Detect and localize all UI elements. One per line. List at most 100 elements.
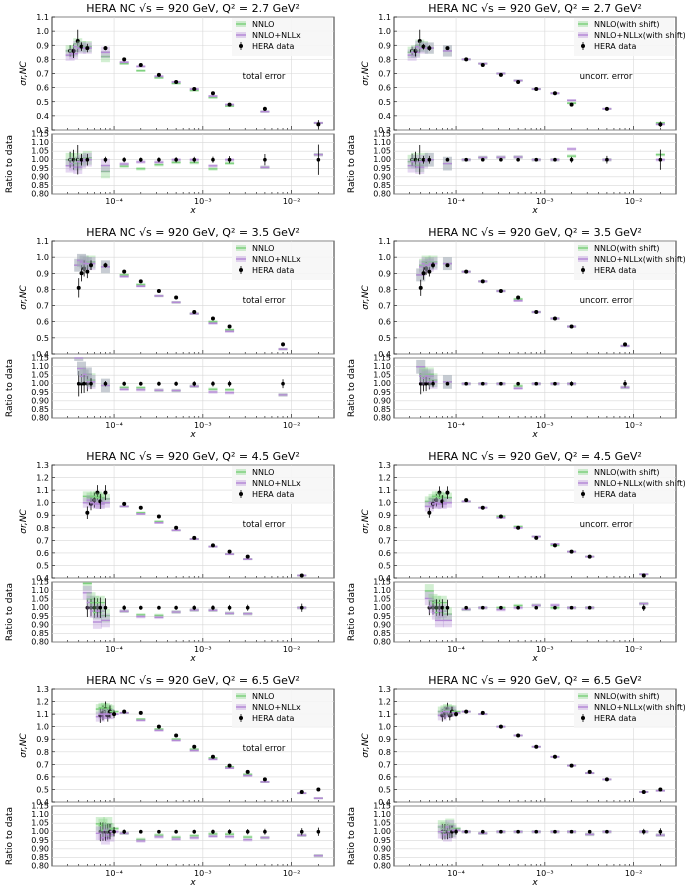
error-type-note: total error [243, 520, 286, 530]
ratio-tick-label: 0.85 [373, 405, 391, 414]
legend-swatch-point [239, 716, 243, 720]
y-tick-label: 1.2 [378, 698, 391, 707]
data-ratio-point [499, 829, 503, 834]
data-ratio-point [138, 829, 143, 834]
y-tick-label: 0.8 [378, 524, 391, 533]
chart-title: HERA NC √s = 920 GeV, Q² = 3.5 GeV² [428, 226, 642, 239]
data-ratio-point [157, 605, 161, 610]
y-tick-label: 0.3 [36, 126, 49, 135]
y-tick-label: 0.7 [36, 302, 49, 311]
y-tick-label: 1.3 [378, 685, 391, 694]
ratio-tick-label: 1.05 [31, 595, 49, 604]
chart-title: HERA NC √s = 920 GeV, Q² = 2.7 GeV² [86, 2, 300, 15]
ratio-tick-label: 0.90 [373, 844, 391, 853]
data-point [641, 573, 646, 578]
data-ratio-point [421, 157, 426, 162]
chart-title: HERA NC √s = 920 GeV, Q² = 4.5 GeV² [428, 450, 642, 463]
data-point [79, 44, 84, 49]
nnlo-ratio-band [82, 582, 92, 591]
data-ratio-point [658, 829, 663, 834]
data-ratio-point [445, 157, 450, 162]
ratio-y-axis-label: Ratio to data [5, 583, 15, 641]
ratio-tick-label: 0.95 [373, 388, 391, 397]
ratio-tick-label: 0.95 [373, 836, 391, 845]
y-tick-label: 0.8 [36, 55, 49, 64]
legend-label: NNLO+NLLx [252, 479, 301, 488]
y-tick-label: 0.6 [36, 549, 49, 558]
y-tick-label: 1.3 [36, 461, 49, 470]
data-ratio-point [587, 829, 592, 834]
y-tick-label: 0.7 [36, 536, 49, 545]
legend-box [232, 690, 332, 728]
ratio-tick-label: 1.00 [373, 379, 391, 388]
ratio-tick-label: 1.10 [373, 138, 391, 147]
data-point [245, 769, 250, 774]
data-point [464, 709, 469, 714]
data-point [156, 724, 161, 729]
data-point [103, 46, 108, 51]
data-point [316, 787, 321, 792]
ratio-tick-label: 0.90 [31, 396, 49, 405]
data-ratio-point [281, 381, 285, 386]
legend-label: HERA data [252, 266, 294, 275]
x-tick-label: 10⁻³ [194, 645, 212, 654]
legend-box [574, 18, 674, 56]
data-point [174, 733, 179, 738]
legend-label: NNLO [252, 692, 274, 701]
legend-swatch-point [581, 492, 585, 496]
ratio-tick-label: 1.00 [373, 603, 391, 612]
ratio-tick-label: 0.85 [31, 629, 49, 638]
data-ratio-point [440, 605, 445, 610]
data-point [210, 91, 215, 96]
data-point [516, 733, 521, 738]
y-tick-label: 1.0 [378, 499, 391, 508]
ratio-tick-label: 0.95 [31, 836, 49, 845]
data-point [498, 724, 503, 729]
data-point [138, 710, 143, 715]
x-axis-label: x [531, 430, 538, 440]
data-ratio-point [79, 381, 84, 386]
ratio-tick-label: 0.90 [31, 844, 49, 853]
data-ratio-point [418, 381, 423, 386]
x-axis-label: x [531, 206, 538, 216]
ratio-tick-label: 0.80 [373, 862, 391, 871]
data-ratio-point [211, 157, 215, 162]
data-point [587, 769, 592, 774]
data-ratio-point [413, 157, 418, 162]
data-ratio-point [427, 381, 432, 386]
x-tick-label: 10⁻³ [194, 869, 212, 878]
x-tick-label: 10⁻² [625, 197, 643, 206]
data-ratio-point [138, 157, 143, 162]
data-point [516, 295, 521, 300]
data-point [569, 102, 574, 107]
data-ratio-point [174, 605, 178, 610]
data-point [174, 295, 179, 300]
data-point [210, 316, 215, 321]
data-ratio-point [122, 381, 126, 386]
legend-label: NNLO+NLLx [252, 255, 301, 264]
data-point [417, 39, 422, 44]
data-point [262, 106, 267, 111]
legend-label: NNLO [252, 20, 274, 29]
data-ratio-point [112, 829, 116, 834]
legend-label: NNLO [252, 244, 274, 253]
y-tick-label: 0.7 [36, 760, 49, 769]
data-point [552, 543, 557, 548]
data-ratio-point [553, 157, 557, 162]
data-ratio-point [464, 381, 468, 386]
ratio-tick-label: 1.05 [31, 371, 49, 380]
y-tick-label: 0.6 [36, 84, 49, 93]
data-ratio-point [534, 829, 539, 834]
chart-title: HERA NC √s = 920 GeV, Q² = 4.5 GeV² [86, 450, 300, 463]
y-axis-label: σr,NC [361, 509, 371, 534]
data-point [210, 754, 215, 759]
y-tick-label: 1.1 [378, 710, 391, 719]
error-type-note: uncorr. error [580, 520, 633, 530]
y-tick-label: 0.5 [36, 785, 49, 794]
y-tick-label: 1.2 [36, 698, 49, 707]
data-ratio-point [122, 157, 126, 162]
ratio-y-axis-label: Ratio to data [347, 807, 357, 865]
data-ratio-point [174, 157, 178, 162]
ratio-tick-label: 0.95 [31, 388, 49, 397]
data-point [85, 510, 90, 515]
